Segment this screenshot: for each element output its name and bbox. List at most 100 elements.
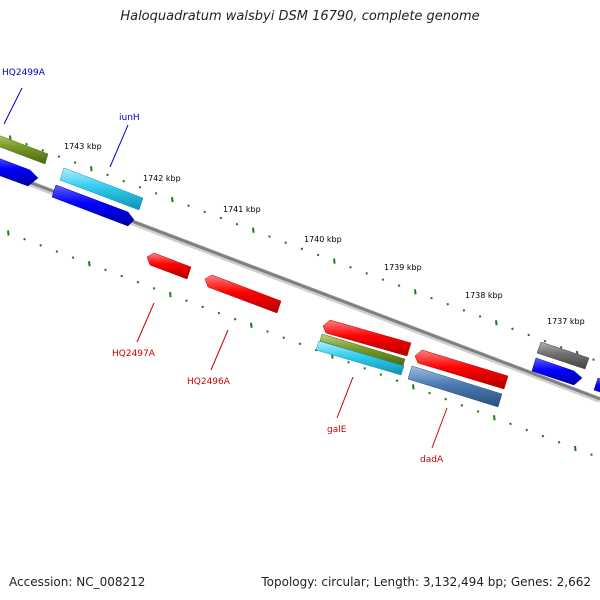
gene-label-hq2496a: HQ2496A bbox=[187, 377, 231, 387]
gene-label-hq2499a: HQ2499A bbox=[2, 68, 46, 78]
lower-tick-ruler bbox=[7, 230, 593, 456]
gene-iunh[interactable] bbox=[51, 184, 135, 227]
gene-hq2496a[interactable] bbox=[204, 274, 282, 314]
minor-tick bbox=[559, 346, 563, 349]
minor-tick bbox=[557, 441, 561, 444]
minor-tick bbox=[71, 256, 75, 259]
minor-tick bbox=[235, 222, 239, 226]
tick-label-1743: 1743 kbp bbox=[64, 142, 102, 151]
gene-label-gale: galE bbox=[327, 425, 347, 435]
major-tick bbox=[88, 261, 91, 267]
minor-tick bbox=[152, 287, 156, 290]
minor-tick bbox=[120, 274, 123, 278]
major-tick bbox=[412, 384, 415, 390]
minor-tick bbox=[23, 237, 26, 241]
gene-hq2497a[interactable] bbox=[146, 252, 192, 280]
minor-tick bbox=[136, 280, 140, 284]
minor-tick bbox=[138, 185, 142, 189]
gene-label-dada: dadA bbox=[420, 455, 444, 465]
minor-tick bbox=[509, 422, 512, 426]
major-tick bbox=[495, 320, 498, 326]
major-tick bbox=[169, 291, 172, 298]
major-tick bbox=[493, 415, 496, 421]
minor-tick bbox=[363, 367, 366, 370]
minor-tick bbox=[201, 305, 204, 309]
minor-tick bbox=[298, 342, 302, 346]
major-tick bbox=[414, 289, 417, 295]
minor-tick bbox=[543, 339, 547, 343]
minor-tick bbox=[478, 315, 482, 318]
gene-iunh-top[interactable] bbox=[59, 167, 144, 211]
leader-hq2496a bbox=[210, 329, 229, 371]
gene-blue-right[interactable] bbox=[531, 357, 583, 386]
minor-tick bbox=[395, 379, 399, 382]
major-tick bbox=[333, 258, 336, 264]
minor-tick bbox=[122, 179, 125, 183]
minor-tick bbox=[300, 247, 304, 251]
gene-label-iunh: iunH bbox=[119, 113, 140, 123]
minor-tick bbox=[185, 299, 188, 302]
minor-tick bbox=[541, 434, 545, 438]
leader-hq2499a bbox=[3, 87, 23, 125]
gene-hq2499a[interactable] bbox=[0, 155, 39, 187]
minor-tick bbox=[57, 155, 61, 158]
minor-tick bbox=[217, 311, 221, 315]
leader-gale bbox=[336, 376, 354, 419]
minor-tick bbox=[203, 210, 206, 214]
minor-tick bbox=[460, 404, 464, 407]
leader-iunh bbox=[109, 124, 129, 168]
major-tick bbox=[252, 227, 255, 233]
minor-tick bbox=[187, 204, 190, 207]
minor-tick bbox=[365, 272, 368, 275]
minor-tick bbox=[476, 410, 480, 413]
minor-tick bbox=[282, 336, 285, 339]
minor-tick bbox=[39, 244, 42, 247]
major-tick bbox=[171, 196, 174, 203]
minor-tick bbox=[349, 266, 352, 269]
minor-tick bbox=[590, 453, 593, 456]
minor-tick bbox=[525, 428, 528, 432]
tick-label-1740: 1740 kbp bbox=[304, 235, 342, 244]
minor-tick bbox=[41, 149, 44, 152]
minor-tick bbox=[446, 302, 449, 306]
minor-tick bbox=[104, 268, 107, 272]
minor-tick bbox=[73, 161, 77, 164]
minor-tick bbox=[430, 296, 433, 300]
gene-blue-edge[interactable] bbox=[593, 377, 600, 394]
minor-tick bbox=[219, 216, 223, 220]
tick-label-1741: 1741 kbp bbox=[223, 205, 261, 214]
minor-tick bbox=[511, 327, 514, 331]
minor-tick bbox=[106, 173, 109, 177]
minor-tick bbox=[444, 397, 447, 401]
leader-dada bbox=[431, 407, 448, 449]
minor-tick bbox=[233, 317, 237, 321]
gene-olive-1[interactable] bbox=[0, 132, 49, 165]
minor-tick bbox=[397, 284, 401, 287]
tick-label-1739: 1739 kbp bbox=[384, 263, 422, 272]
tick-label-1742: 1742 kbp bbox=[143, 174, 181, 183]
minor-tick bbox=[268, 235, 271, 238]
minor-tick bbox=[154, 192, 158, 195]
minor-tick bbox=[462, 309, 466, 312]
minor-tick bbox=[592, 358, 595, 361]
major-tick bbox=[574, 445, 577, 452]
major-tick bbox=[90, 166, 93, 172]
gene-gray[interactable] bbox=[536, 341, 590, 370]
minor-tick bbox=[284, 241, 287, 244]
minor-tick bbox=[428, 391, 431, 395]
tick-label-1738: 1738 kbp bbox=[465, 291, 503, 300]
minor-tick bbox=[347, 361, 350, 364]
minor-tick bbox=[527, 333, 530, 337]
major-tick bbox=[250, 322, 253, 328]
topology-text: Topology: circular; Length: 3,132,494 bp… bbox=[261, 575, 591, 589]
major-tick bbox=[7, 230, 10, 236]
upper-tick-ruler bbox=[9, 135, 595, 361]
gene-dada[interactable] bbox=[407, 365, 503, 408]
gene-red-right[interactable] bbox=[414, 349, 509, 390]
minor-tick bbox=[381, 278, 385, 281]
leader-hq2497a bbox=[136, 302, 155, 343]
gene-red-mid[interactable] bbox=[322, 319, 412, 357]
accession-text: Accession: NC_008212 bbox=[9, 575, 146, 589]
gene-gale[interactable] bbox=[315, 340, 405, 376]
